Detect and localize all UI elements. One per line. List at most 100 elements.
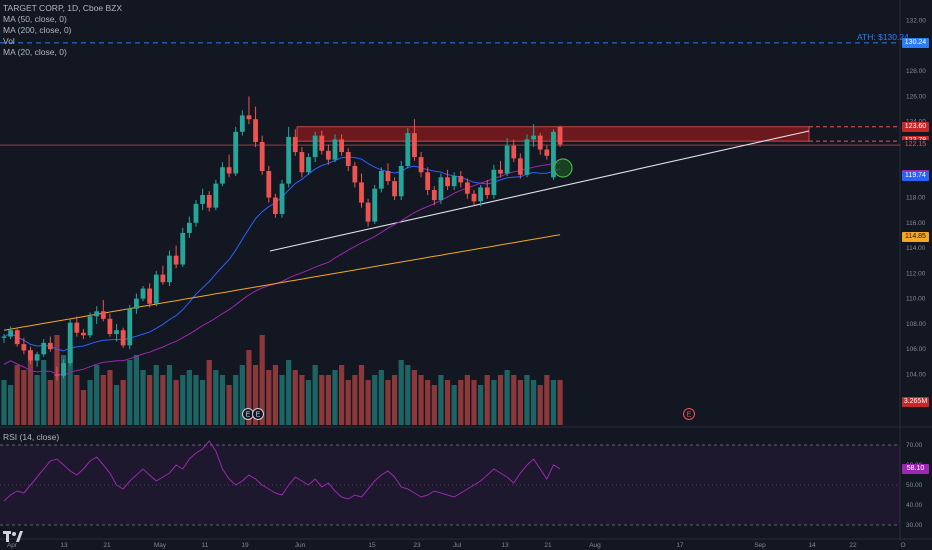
rsi-legend[interactable]: RSI (14, close) — [3, 432, 60, 442]
candle-body — [233, 131, 239, 174]
candle-body — [273, 197, 278, 214]
candle-body — [299, 152, 305, 173]
volume-bar — [358, 365, 365, 425]
volume-bar — [147, 375, 153, 425]
candle-body — [557, 126, 563, 145]
volume-bar — [378, 370, 384, 425]
candle-body — [107, 318, 113, 335]
legend-symbol: TARGET CORP, 1D, Cboe BZX — [3, 3, 123, 13]
ath-label: ATH: $130.24 — [857, 32, 909, 42]
time-tick-label: 19 — [241, 542, 249, 549]
volume-bar — [372, 375, 378, 425]
candle-body — [412, 133, 417, 158]
candle-body — [180, 232, 186, 265]
time-tick-label: 17 — [676, 542, 684, 549]
candle-body — [451, 176, 457, 187]
candle-body — [34, 354, 40, 361]
legend-ma200[interactable]: MA (200, close, 0) — [3, 25, 72, 35]
candle-body — [167, 255, 172, 283]
candle-body — [392, 181, 397, 197]
candle-body — [226, 167, 232, 174]
price-tag: 119.74 — [902, 170, 929, 181]
candle-body — [259, 141, 265, 172]
candle-body — [193, 203, 199, 223]
price-tick-label: 132.00 — [906, 18, 926, 25]
time-tick-label: Aug — [589, 542, 601, 549]
candle-body — [491, 169, 497, 196]
volume-value-tag: 3.265M — [902, 397, 929, 407]
volume-bar — [173, 380, 179, 425]
volume-bar — [41, 360, 47, 425]
candle-body — [405, 133, 411, 166]
candle-body — [100, 311, 106, 319]
price-tag: 130.24 — [902, 37, 929, 48]
volume-bar — [100, 375, 106, 425]
volume-bar — [550, 380, 557, 425]
volume-bar — [34, 375, 40, 425]
volume-bar — [405, 365, 411, 425]
candle-body — [325, 150, 331, 160]
candle-body — [398, 165, 404, 197]
time-tick-label: Apr — [7, 542, 18, 549]
candle-body — [445, 177, 450, 187]
time-tick-label: 14 — [808, 542, 816, 549]
candle-body — [47, 342, 53, 350]
candle-body — [206, 195, 212, 208]
rsi-tick-label: 40.00 — [906, 502, 923, 509]
earnings-marker-icon — [252, 408, 264, 420]
volume-bar — [252, 365, 259, 425]
volume-bar — [497, 375, 504, 425]
candle-body — [200, 195, 205, 204]
volume-bar — [246, 350, 252, 425]
candle-body — [517, 158, 523, 175]
volume-bar — [332, 370, 338, 425]
candle-body — [286, 136, 292, 184]
candle-body — [385, 171, 391, 182]
price-tick-label: 114.00 — [906, 245, 926, 252]
rsi-line — [3, 440, 561, 502]
candle-body — [511, 145, 517, 159]
candle-body — [332, 139, 338, 160]
legend-vol[interactable]: Vol — [3, 36, 15, 46]
candle-body — [114, 330, 119, 335]
candle-body — [359, 182, 364, 203]
time-tick-label: 13 — [60, 542, 68, 549]
volume-bar — [266, 370, 272, 425]
earnings-marker-icon — [683, 408, 695, 420]
candle-body — [173, 255, 179, 265]
time-tick-label: 21 — [544, 542, 552, 549]
volume-bar — [259, 335, 265, 425]
legend-ma20[interactable]: MA (20, close, 0) — [3, 47, 67, 57]
volume-bar — [531, 380, 537, 425]
volume-bar — [391, 375, 398, 425]
volume-bar — [14, 365, 20, 425]
tradingview-logo-icon[interactable] — [3, 530, 23, 544]
candle-body — [471, 193, 477, 202]
volume-bar — [27, 350, 34, 425]
volume-bar — [511, 375, 517, 425]
candle-body — [160, 274, 166, 283]
candle-body — [504, 145, 510, 174]
candle-body — [551, 131, 556, 178]
candle-body — [345, 152, 351, 166]
volume-bar — [438, 375, 444, 425]
volume-bar — [537, 385, 543, 425]
candle-body — [14, 330, 20, 345]
time-tick-label: 21 — [103, 542, 111, 549]
time-tick-label: 15 — [368, 542, 376, 549]
volume-bar — [1, 380, 7, 425]
volume-bar — [166, 365, 173, 425]
volume-bar — [345, 380, 351, 425]
chart-legend: TARGET CORP, 1D, Cboe BZX MA (50, close,… — [3, 3, 122, 58]
candle-body — [458, 176, 464, 183]
volume-bar — [484, 375, 490, 425]
price-tag: 114.85 — [902, 232, 929, 243]
volume-bar — [339, 365, 345, 425]
price-tick-label: 108.00 — [906, 321, 926, 328]
volume-bar — [398, 360, 404, 425]
volume-bar — [180, 375, 186, 425]
volume-bar — [60, 355, 67, 425]
candle-body — [484, 187, 490, 196]
legend-ma50[interactable]: MA (50, close, 0) — [3, 14, 67, 24]
